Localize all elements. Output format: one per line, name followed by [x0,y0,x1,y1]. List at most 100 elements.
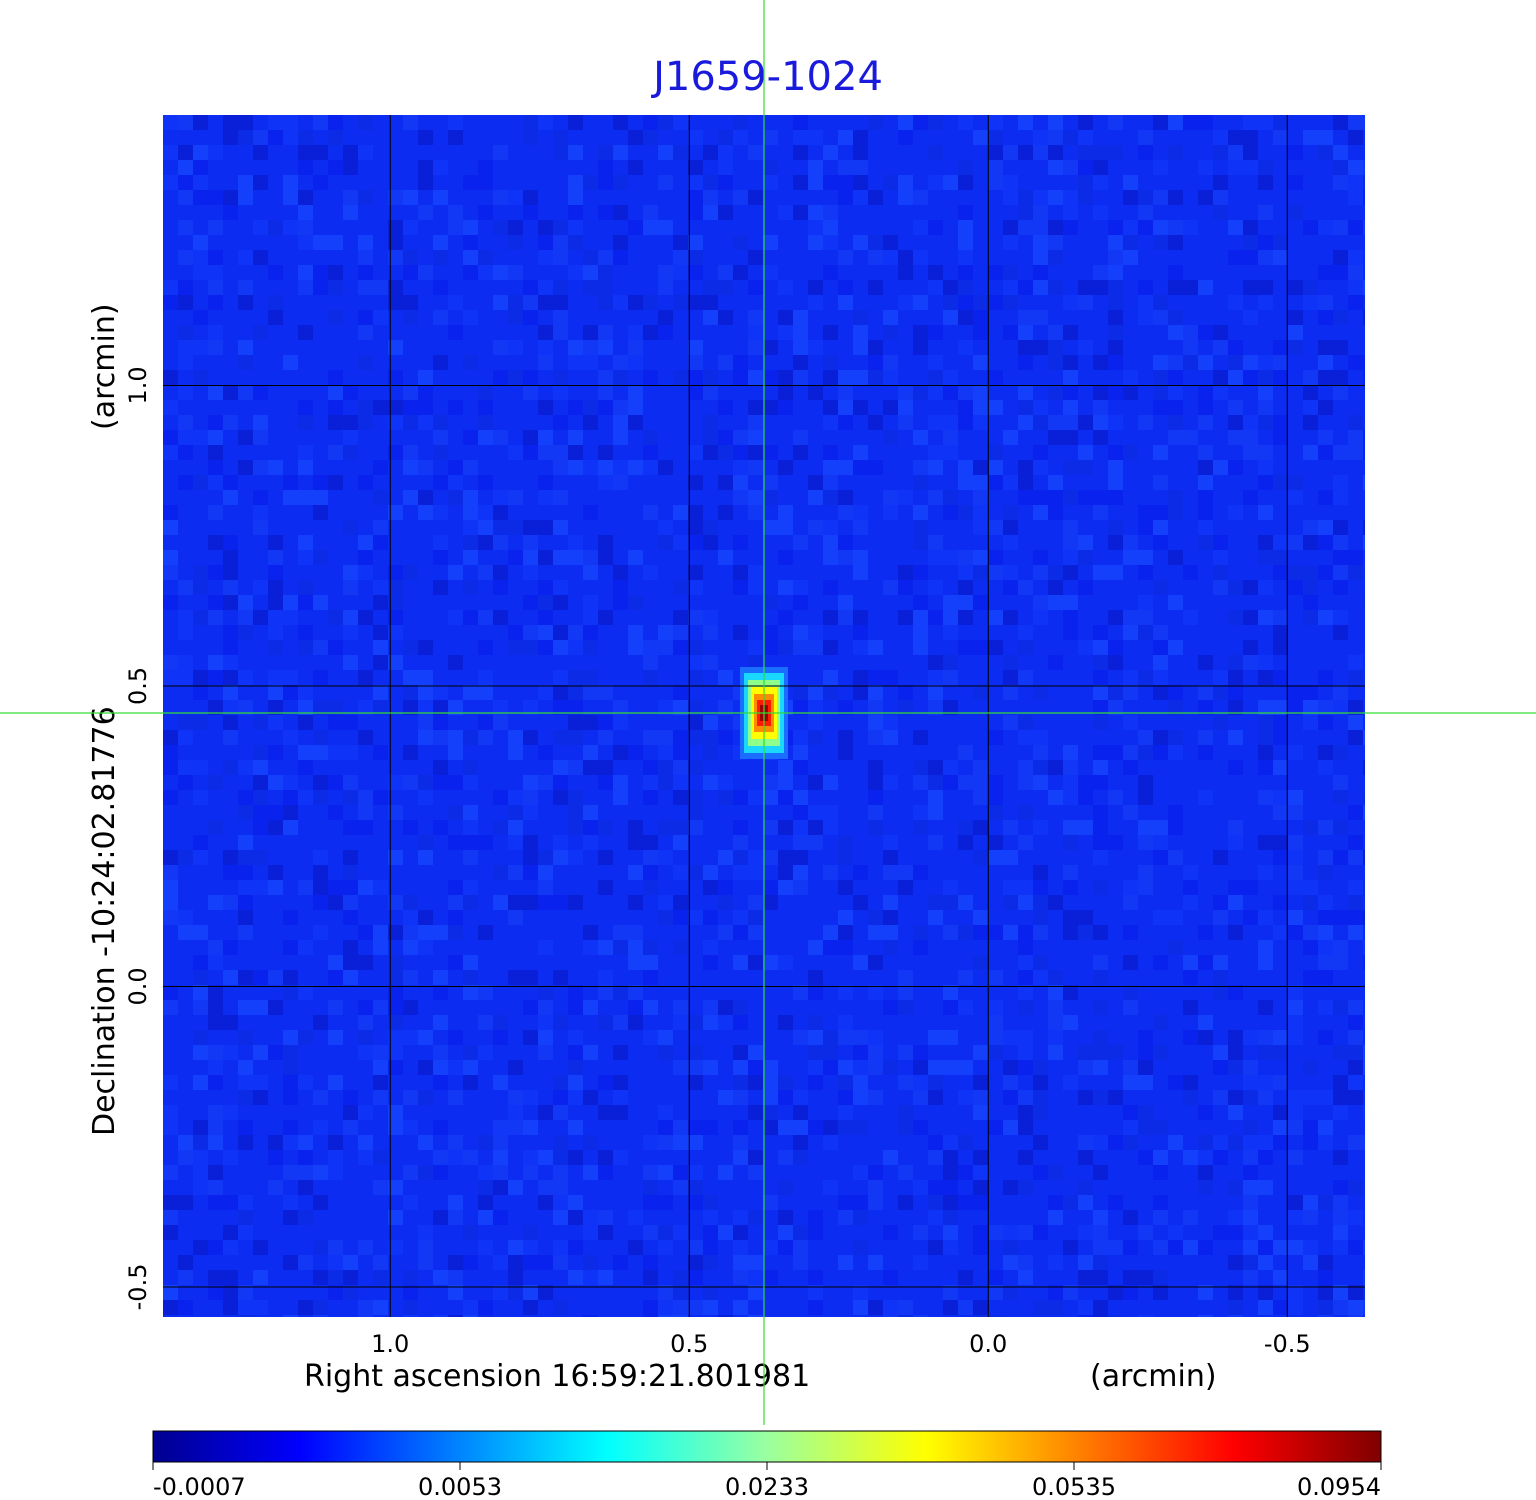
noise-pixel [223,1225,238,1240]
noise-pixel [478,640,493,655]
noise-pixel [328,715,343,730]
noise-pixel [283,970,298,985]
noise-pixel [1318,565,1333,580]
noise-pixel [643,850,658,865]
noise-pixel [1093,1240,1108,1255]
noise-pixel [703,1195,718,1210]
noise-pixel [1318,820,1333,835]
noise-pixel [673,250,688,265]
noise-pixel [403,1030,418,1045]
noise-pixel [1048,325,1063,340]
noise-pixel [823,580,838,595]
noise-pixel [358,820,373,835]
noise-pixel [268,625,283,640]
noise-pixel [718,790,733,805]
noise-pixel [553,670,568,685]
noise-pixel [463,835,478,850]
noise-pixel [313,1240,328,1255]
noise-pixel [853,340,868,355]
noise-pixel [283,115,298,130]
noise-pixel [718,1225,733,1240]
noise-pixel [268,610,283,625]
noise-pixel [523,865,538,880]
noise-pixel [448,925,463,940]
noise-pixel [418,205,433,220]
noise-pixel [253,250,268,265]
noise-pixel [523,1030,538,1045]
noise-pixel [538,220,553,235]
noise-pixel [1048,280,1063,295]
noise-pixel [883,910,898,925]
noise-pixel [598,820,613,835]
noise-pixel [283,1060,298,1075]
noise-pixel [1048,1285,1063,1300]
noise-pixel [1258,205,1273,220]
noise-pixel [1003,535,1018,550]
noise-pixel [478,685,493,700]
noise-pixel [823,460,838,475]
noise-pixel [163,595,178,610]
noise-pixel [388,1120,403,1135]
noise-pixel [868,715,883,730]
noise-pixel [1228,1105,1243,1120]
noise-pixel [418,505,433,520]
noise-pixel [748,1255,763,1270]
noise-pixel [673,580,688,595]
noise-pixel [403,1120,418,1135]
noise-pixel [1363,1300,1365,1315]
noise-pixel [478,520,493,535]
noise-pixel [853,520,868,535]
noise-pixel [1123,1105,1138,1120]
noise-pixel [598,760,613,775]
noise-pixel [958,925,973,940]
noise-pixel [688,385,703,400]
noise-pixel [1168,1135,1183,1150]
noise-pixel [598,940,613,955]
noise-pixel [1108,1045,1123,1060]
noise-pixel [1348,1285,1363,1300]
noise-pixel [928,835,943,850]
noise-pixel [1033,235,1048,250]
colorbar: -0.0007 0.0053 0.0233 0.0535 0.0954 [152,1430,1382,1500]
noise-pixel [1183,865,1198,880]
noise-pixel [688,805,703,820]
noise-pixel [823,865,838,880]
noise-pixel [793,370,808,385]
noise-pixel [823,1180,838,1195]
noise-pixel [718,265,733,280]
noise-pixel [1033,1105,1048,1120]
noise-pixel [523,550,538,565]
noise-pixel [238,130,253,145]
noise-pixel [688,190,703,205]
noise-pixel [1198,1135,1213,1150]
noise-pixel [1018,400,1033,415]
noise-pixel [343,790,358,805]
noise-pixel [898,385,913,400]
noise-pixel [1033,145,1048,160]
noise-pixel [1153,580,1168,595]
noise-pixel [1228,760,1243,775]
noise-pixel [1288,1150,1303,1165]
noise-pixel [1318,970,1333,985]
noise-pixel [1168,685,1183,700]
noise-pixel [898,880,913,895]
noise-pixel [748,415,763,430]
noise-pixel [358,325,373,340]
noise-pixel [628,1210,643,1225]
noise-pixel [523,1090,538,1105]
noise-pixel [523,115,538,130]
noise-pixel [538,490,553,505]
noise-pixel [838,610,853,625]
noise-pixel [1138,1060,1153,1075]
noise-pixel [838,595,853,610]
noise-pixel [463,490,478,505]
noise-pixel [973,685,988,700]
noise-pixel [703,1285,718,1300]
noise-pixel [298,280,313,295]
noise-pixel [928,490,943,505]
noise-pixel [973,790,988,805]
noise-pixel [1093,1165,1108,1180]
noise-pixel [838,250,853,265]
noise-pixel [658,640,673,655]
noise-pixel [433,1120,448,1135]
